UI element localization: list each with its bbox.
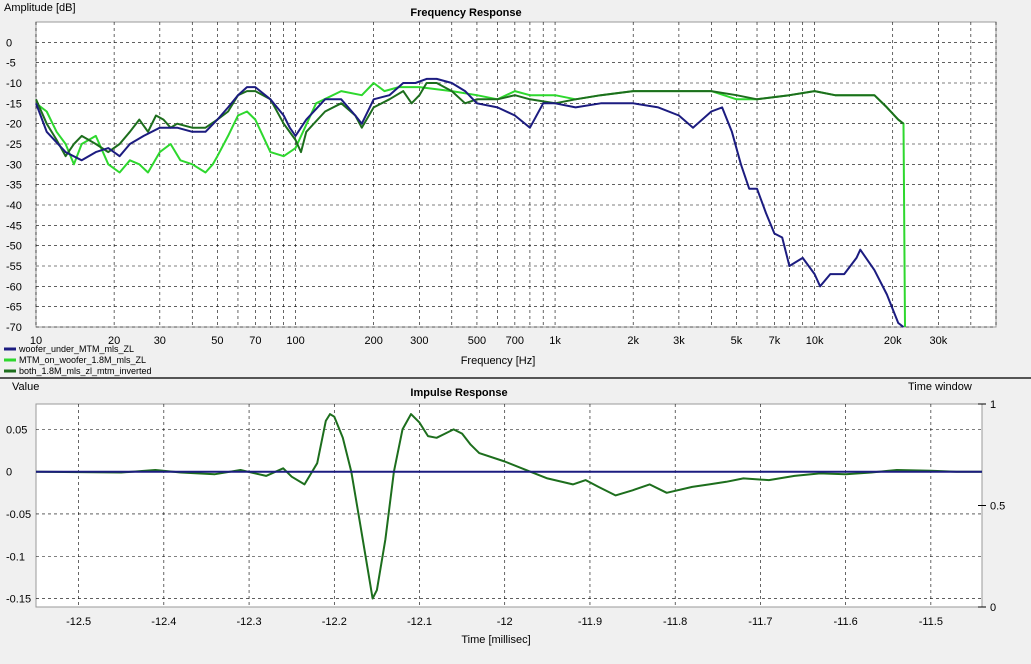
freq-x-tick-label: 10k	[806, 335, 824, 347]
impulse-x-tick-label: -12.5	[66, 616, 91, 628]
freq-y-tick-label: -70	[6, 322, 22, 334]
freq-y-tick-label: 0	[6, 37, 12, 49]
impulse-y-tick-label: -0.15	[6, 594, 31, 606]
impulse-x-tick-label: -12.2	[322, 616, 347, 628]
freq-x-tick-label: 700	[506, 335, 524, 347]
impulse-y2-axis-label: Time window	[908, 381, 972, 393]
impulse-x-tick-label: -11.9	[578, 616, 602, 628]
freq-x-tick-label: 20k	[884, 335, 902, 347]
impulse-x-tick-label: -11.8	[663, 616, 687, 628]
freq-series-line-0	[35, 77, 905, 328]
freq-tick-labels: 10 20 30 50 70 100 200 300 500 700 1k 2k 3k 5k 7k 10k 20…	[6, 37, 948, 347]
freq-x-tick-label: 10	[30, 335, 42, 347]
freq-y-tick-label: -65	[6, 302, 22, 314]
freq-y-tick-label: -60	[6, 281, 22, 293]
impulse-x-tick-label: -12	[497, 616, 513, 628]
impulse-series-line-0	[35, 413, 982, 600]
freq-x-tick-label: 50	[211, 335, 223, 347]
freq-y-axis-label: Amplitude [dB]	[4, 2, 76, 14]
freq-x-tick-label: 1k	[549, 335, 561, 347]
impulse-y-tick-label: 0.05	[6, 424, 27, 436]
freq-y-tick-label: -40	[6, 200, 22, 212]
freq-y-tick-label: -20	[6, 119, 22, 131]
impulse-x-tick-label: -12.4	[151, 616, 176, 628]
freq-x-tick-label: 30k	[930, 335, 948, 347]
freq-y-tick-label: -35	[6, 180, 22, 192]
freq-grid	[35, 22, 997, 328]
impulse-plot-area[interactable]	[35, 403, 983, 608]
freq-x-tick-label: 20	[108, 335, 120, 347]
freq-x-tick-label: 300	[410, 335, 428, 347]
freq-x-tick-label: 100	[286, 335, 304, 347]
impulse-x-tick-label: -12.3	[237, 616, 262, 628]
impulse-chart-title: Impulse Response	[410, 387, 507, 399]
impulse-y-tick-label: 0	[6, 467, 12, 479]
impulse-x-tick-label: -11.7	[748, 616, 772, 628]
impulse-tick-labels: -12.5 -12.4 -12.3 -12.2 -12.1 -12 -11.9 -11.8 -1…	[6, 399, 1005, 628]
impulse-x-tick-label: -11.6	[834, 616, 858, 628]
freq-x-tick-label: 500	[468, 335, 486, 347]
legend-label-woofer[interactable]: woofer_under_MTM_mls_ZL	[18, 344, 134, 354]
freq-y-tick-label: -5	[6, 58, 16, 70]
impulse-x-axis-label: Time [millisec]	[461, 634, 530, 646]
impulse-x-tick-label: -12.1	[407, 616, 432, 628]
freq-x-tick-label: 2k	[627, 335, 639, 347]
legend-label-mtm[interactable]: MTM_on_woofer_1.8M_mls_ZL	[19, 355, 146, 365]
impulse-y-axis-label: Value	[12, 381, 39, 393]
freq-x-tick-label: 3k	[673, 335, 685, 347]
freq-chart-title: Frequency Response	[410, 7, 521, 19]
freq-y-tick-label: -55	[6, 261, 22, 273]
impulse-series-lines	[35, 413, 982, 600]
impulse-x-tick-label: -11.5	[919, 616, 943, 628]
freq-series-lines	[35, 77, 906, 328]
freq-x-tick-label: 7k	[769, 335, 781, 347]
freq-x-tick-label: 5k	[731, 335, 743, 347]
freq-y-tick-label: -25	[6, 139, 22, 151]
impulse-y-tick-label: -0.1	[6, 551, 25, 563]
freq-plot-area[interactable]	[35, 21, 997, 328]
freq-y-tick-label: -30	[6, 159, 22, 171]
impulse-y2-tick-label: 1	[990, 399, 996, 411]
freq-x-axis-label: Frequency [Hz]	[461, 355, 536, 367]
freq-y-tick-label: -50	[6, 241, 22, 253]
impulse-y2-tick-label: 0	[990, 602, 996, 614]
freq-y-tick-label: -10	[6, 78, 22, 90]
impulse-y-tick-label: -0.05	[6, 509, 31, 521]
legend-label-both[interactable]: both_1.8M_mls_zl_mtm_inverted	[19, 366, 152, 376]
freq-x-tick-label: 200	[364, 335, 382, 347]
freq-legend: woofer_under_MTM_mls_ZL MTM_on_woofer_1.…	[4, 344, 152, 376]
freq-x-tick-label: 30	[154, 335, 166, 347]
impulse-y2-tick-label: 0.5	[990, 501, 1005, 513]
freq-y-tick-label: -45	[6, 220, 22, 232]
freq-x-tick-label: 70	[249, 335, 261, 347]
freq-y-tick-label: -15	[6, 98, 22, 110]
